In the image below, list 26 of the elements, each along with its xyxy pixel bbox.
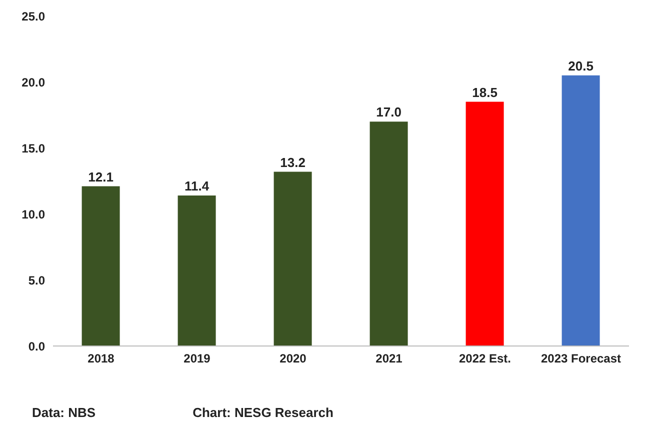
text: Data: NBS <box>32 405 96 420</box>
bar <box>178 196 216 346</box>
y-tick-label: 15.0 <box>22 141 46 156</box>
data-label: 20.5 <box>568 58 594 74</box>
data-label: 11.4 <box>184 178 210 194</box>
y-tick-label: 10.0 <box>22 207 46 222</box>
bar <box>82 186 120 346</box>
bar <box>466 102 504 346</box>
data-label: 17.0 <box>376 104 402 120</box>
y-tick-label: 20.0 <box>22 75 46 90</box>
x-tick-label: 2018 <box>88 352 115 366</box>
data-label: 13.2 <box>280 154 306 170</box>
data-label: 18.5 <box>472 84 498 100</box>
x-tick-label: 2023 Forecast <box>540 352 622 366</box>
x-tick-label: 2022 Est. <box>458 352 512 366</box>
x-tick-label: 2020 <box>280 352 307 366</box>
bar <box>370 122 408 346</box>
y-tick-label: 0.0 <box>28 339 46 354</box>
y-tick-label: 5.0 <box>28 273 46 288</box>
bar <box>562 75 600 346</box>
bar <box>274 172 312 346</box>
data-label: 12.1 <box>88 169 114 184</box>
x-tick-label: 2021 <box>376 352 403 366</box>
text: Chart: NESG Research <box>192 405 334 420</box>
y-tick-label: 25.0 <box>22 9 46 24</box>
x-tick-label: 2019 <box>184 352 211 366</box>
